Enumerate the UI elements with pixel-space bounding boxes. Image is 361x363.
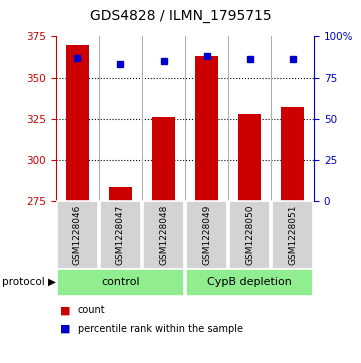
- Text: percentile rank within the sample: percentile rank within the sample: [78, 323, 243, 334]
- Text: ■: ■: [60, 305, 70, 315]
- Text: GSM1228049: GSM1228049: [202, 205, 211, 265]
- Text: count: count: [78, 305, 105, 315]
- Bar: [66, 45, 89, 201]
- Bar: [109, 187, 132, 201]
- Text: GSM1228050: GSM1228050: [245, 205, 254, 265]
- Text: GSM1228046: GSM1228046: [73, 205, 82, 265]
- Bar: [195, 56, 218, 201]
- Text: GSM1228047: GSM1228047: [116, 205, 125, 265]
- Text: GDS4828 / ILMN_1795715: GDS4828 / ILMN_1795715: [90, 9, 271, 23]
- Text: GSM1228051: GSM1228051: [288, 205, 297, 265]
- Text: control: control: [101, 277, 140, 287]
- Bar: [238, 114, 261, 201]
- Bar: [152, 117, 175, 201]
- Text: ■: ■: [60, 323, 70, 334]
- Text: GSM1228048: GSM1228048: [159, 205, 168, 265]
- Bar: [281, 107, 304, 201]
- Text: CypB depletion: CypB depletion: [207, 277, 292, 287]
- Text: protocol ▶: protocol ▶: [2, 277, 56, 287]
